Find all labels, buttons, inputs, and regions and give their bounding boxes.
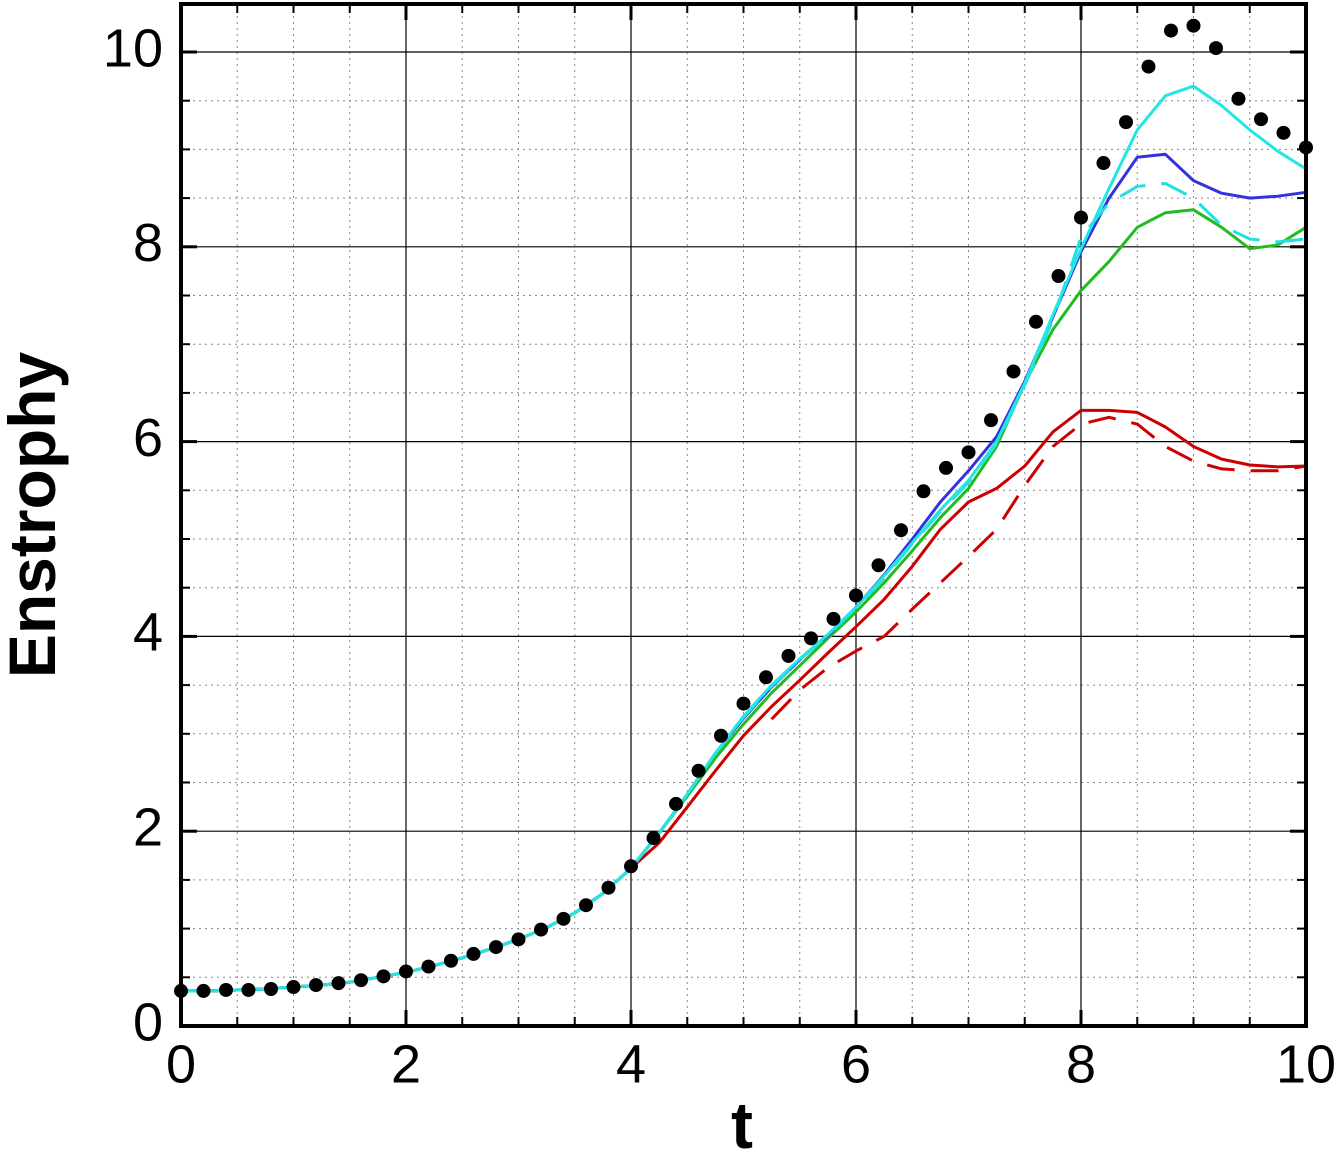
data-point xyxy=(1029,314,1043,329)
data-point xyxy=(984,413,998,428)
data-point xyxy=(781,648,796,663)
x-tick-label: 8 xyxy=(1066,1034,1096,1094)
data-point xyxy=(331,976,346,991)
data-point xyxy=(219,982,233,997)
data-point xyxy=(691,763,706,778)
data-point xyxy=(1141,59,1156,74)
data-point xyxy=(759,670,773,685)
data-point xyxy=(601,880,616,895)
y-tick-label: 0 xyxy=(133,992,163,1052)
data-point xyxy=(871,558,886,573)
grid xyxy=(180,4,1307,1027)
data-point xyxy=(309,978,323,993)
data-point xyxy=(1231,91,1246,106)
data-point xyxy=(511,932,526,947)
data-point xyxy=(1119,115,1133,130)
data-point xyxy=(826,611,841,626)
data-point xyxy=(624,859,638,874)
y-tick-label: 2 xyxy=(133,797,163,857)
data-point xyxy=(376,969,391,984)
data-point xyxy=(736,696,751,711)
x-axis-title: t xyxy=(731,1088,753,1154)
data-point xyxy=(714,728,728,743)
x-tick-label: 4 xyxy=(616,1034,646,1094)
data-point xyxy=(669,796,683,811)
data-point xyxy=(264,981,278,996)
x-tick-label: 2 xyxy=(391,1034,421,1094)
data-point xyxy=(286,980,301,995)
ticks: 0 2 4 6 8 10 0 2 4 6 8 10 xyxy=(103,4,1336,1094)
data-line xyxy=(181,84,1307,993)
data-point xyxy=(1096,156,1111,171)
y-axis-title: Enstrophy xyxy=(0,352,69,679)
data-point xyxy=(1074,210,1088,225)
data-point xyxy=(399,964,413,979)
data-point xyxy=(421,959,436,974)
data-point xyxy=(241,982,256,997)
x-tick-label: 10 xyxy=(1276,1034,1336,1094)
data-point xyxy=(916,484,931,499)
data-point xyxy=(1051,269,1066,284)
data-point xyxy=(804,631,818,646)
data-point xyxy=(849,588,863,603)
data-point xyxy=(1164,23,1178,38)
data-point xyxy=(1276,125,1291,140)
y-tick-label: 6 xyxy=(133,408,163,468)
data-point xyxy=(939,460,953,475)
data-point xyxy=(1186,18,1201,33)
data-point xyxy=(196,983,211,998)
data-point xyxy=(646,831,661,846)
data-point xyxy=(1006,364,1021,379)
data-point xyxy=(894,523,908,538)
data-point xyxy=(444,953,458,968)
data-point xyxy=(961,445,976,460)
y-tick-label: 4 xyxy=(133,603,163,663)
data-point xyxy=(1209,41,1223,56)
data-point xyxy=(466,946,481,961)
plot-area xyxy=(174,18,1313,998)
data-point xyxy=(354,973,368,988)
x-tick-label: 6 xyxy=(841,1034,871,1094)
data-point xyxy=(534,922,548,937)
data-point xyxy=(556,911,571,926)
data-point xyxy=(1254,112,1268,127)
data-point xyxy=(579,898,593,913)
x-tick-label: 0 xyxy=(166,1034,196,1094)
y-tick-label: 10 xyxy=(103,18,163,78)
data-line xyxy=(770,415,1307,721)
data-point xyxy=(489,940,503,955)
y-tick-label: 8 xyxy=(133,213,163,273)
